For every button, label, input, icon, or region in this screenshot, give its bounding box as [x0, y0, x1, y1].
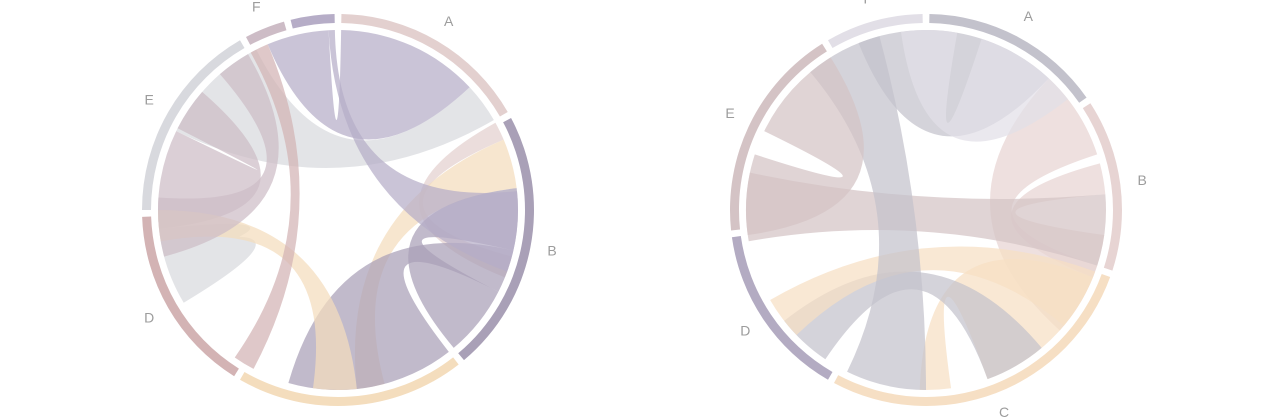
group-arc-D [142, 216, 239, 377]
group-label-G: G [304, 0, 315, 1]
group-label-E: E [725, 105, 734, 121]
chord-diagram-right: A B C D E F [725, 0, 1146, 418]
group-arc-C [833, 273, 1111, 407]
chord-D-F [810, 36, 926, 390]
chord-C-E [770, 246, 1096, 336]
chord-E-E [746, 57, 864, 236]
chord-C-D [784, 271, 1042, 380]
group-arc-C [240, 357, 459, 406]
group-arc-F [828, 14, 923, 49]
group-label-D: D [144, 310, 154, 326]
chord-F-B [900, 30, 1068, 142]
chord-ribbons [746, 29, 1106, 390]
chord-A-G [267, 30, 470, 140]
chord-G-D [234, 44, 300, 369]
group-label-B: B [547, 242, 556, 258]
chord-F-D [158, 54, 279, 257]
group-label-F: F [863, 0, 872, 7]
group-arc-A [929, 14, 1087, 103]
group-label-D: D [740, 323, 750, 339]
group-arc-F [245, 21, 287, 45]
group-label-A: A [1024, 8, 1034, 24]
group-arc-E [730, 43, 827, 231]
group-label-F: F [252, 0, 261, 15]
chord-B-G [328, 30, 518, 272]
group-arc-A [341, 14, 508, 117]
group-label-C: C [999, 404, 1009, 418]
group-arc-E [142, 40, 245, 211]
chord-ribbons [158, 30, 518, 391]
group-label-A: A [444, 13, 454, 29]
group-label-E: E [145, 92, 154, 108]
chord-diagram-left: ABCDEFG [142, 0, 557, 406]
group-arc-D [731, 236, 833, 380]
group-arc-B [458, 117, 534, 361]
group-arc-B [1082, 103, 1122, 271]
group-label-B: B [1137, 172, 1146, 188]
group-arc-G [290, 14, 335, 29]
